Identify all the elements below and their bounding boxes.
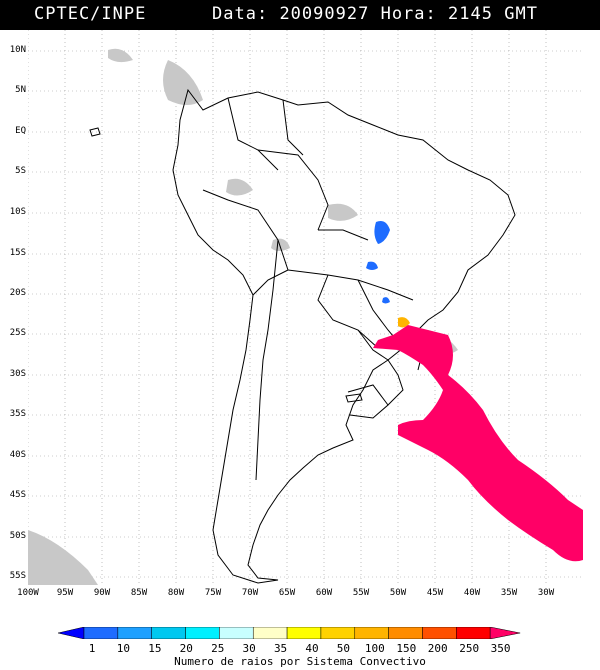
latitude-label: 55S [9,571,26,581]
latitude-label: 40S [9,450,26,460]
legend-swatch [320,627,356,639]
legend-swatch [117,627,152,639]
legend-value: 100 [364,642,385,655]
legend-swatch [83,627,119,639]
legend-value: 25 [211,642,225,655]
longitude-label: 30W [537,588,555,598]
latitude-label: 25S [9,328,26,338]
legend-swatch [354,627,389,639]
legend-swatch [219,627,254,639]
legend-swatch [252,627,288,639]
header-bar: CPTEC/INPE Data: 20090927 Hora: 2145 GMT [0,0,600,30]
longitude-label: 80W [167,588,185,598]
legend-swatch [422,627,457,639]
legend-value: 10 [116,642,131,655]
longitude-label: 90W [93,588,111,598]
longitude-label: 55W [352,588,370,598]
legend-value: 15 [148,642,162,655]
legend-value: 20 [179,642,193,655]
yellow-lightning-cluster [398,317,410,328]
legend-value: 35 [273,642,288,655]
longitude-label: 70W [241,588,259,598]
longitude-label: 85W [130,588,148,598]
timestamp-label: Data: 20090927 Hora: 2145 GMT [212,4,538,24]
legend-arrow-right [489,627,521,639]
latitude-label: 30S [9,369,26,379]
latitude-label: 5N [15,85,26,95]
latitude-label: 35S [9,409,26,419]
longitude-label: 100W [17,588,39,598]
latitude-label: 5S [15,166,26,176]
map-panel [27,30,583,585]
legend-value: 250 [459,642,480,655]
legend-value: 50 [336,642,351,655]
legend-swatch [286,627,322,639]
latitude-label: 20S [9,288,26,298]
longitude-label: 65W [278,588,296,598]
legend-swatch [388,627,423,639]
longitude-label: 95W [56,588,74,598]
longitude-label: 60W [315,588,333,598]
hour-value: 2145 [448,4,493,24]
longitude-label: 75W [204,588,222,598]
latitude-label: 15S [9,248,26,258]
longitude-label: 40W [463,588,481,598]
pink-lightning-cluster [373,325,583,562]
legend-swatch [456,627,491,639]
latitude-label: 45S [9,490,26,500]
date-value: 20090927 [279,4,370,24]
legend-value: 350 [490,642,511,655]
legend-value: 30 [242,642,256,655]
legend-caption: Numero de raios por Sistema Convectivo [174,655,426,668]
map-svg [27,30,583,585]
graticule [27,30,583,585]
legend-swatch [185,627,220,639]
galapagos-islands [89,127,101,137]
legend-value: 1 [88,642,96,655]
legend-value: 40 [305,642,319,655]
org-label: CPTEC/INPE [34,4,147,24]
blue-lightning-cluster [366,221,390,304]
latitude-label: 50S [9,531,26,541]
falkland-islands [345,393,363,403]
latitude-label: 10S [9,207,26,217]
legend-arrow-left [58,627,85,639]
latitude-label: EQ [15,126,26,136]
legend-colorbar [58,627,521,639]
continent-outline [172,88,516,584]
legend-swatch [151,627,186,639]
legend-value: 200 [427,642,448,655]
legend-value: 150 [396,642,417,655]
latitude-label: 10N [9,45,26,55]
longitude-label: 35W [500,588,518,598]
longitude-label: 50W [389,588,407,598]
longitude-label: 45W [426,588,444,598]
